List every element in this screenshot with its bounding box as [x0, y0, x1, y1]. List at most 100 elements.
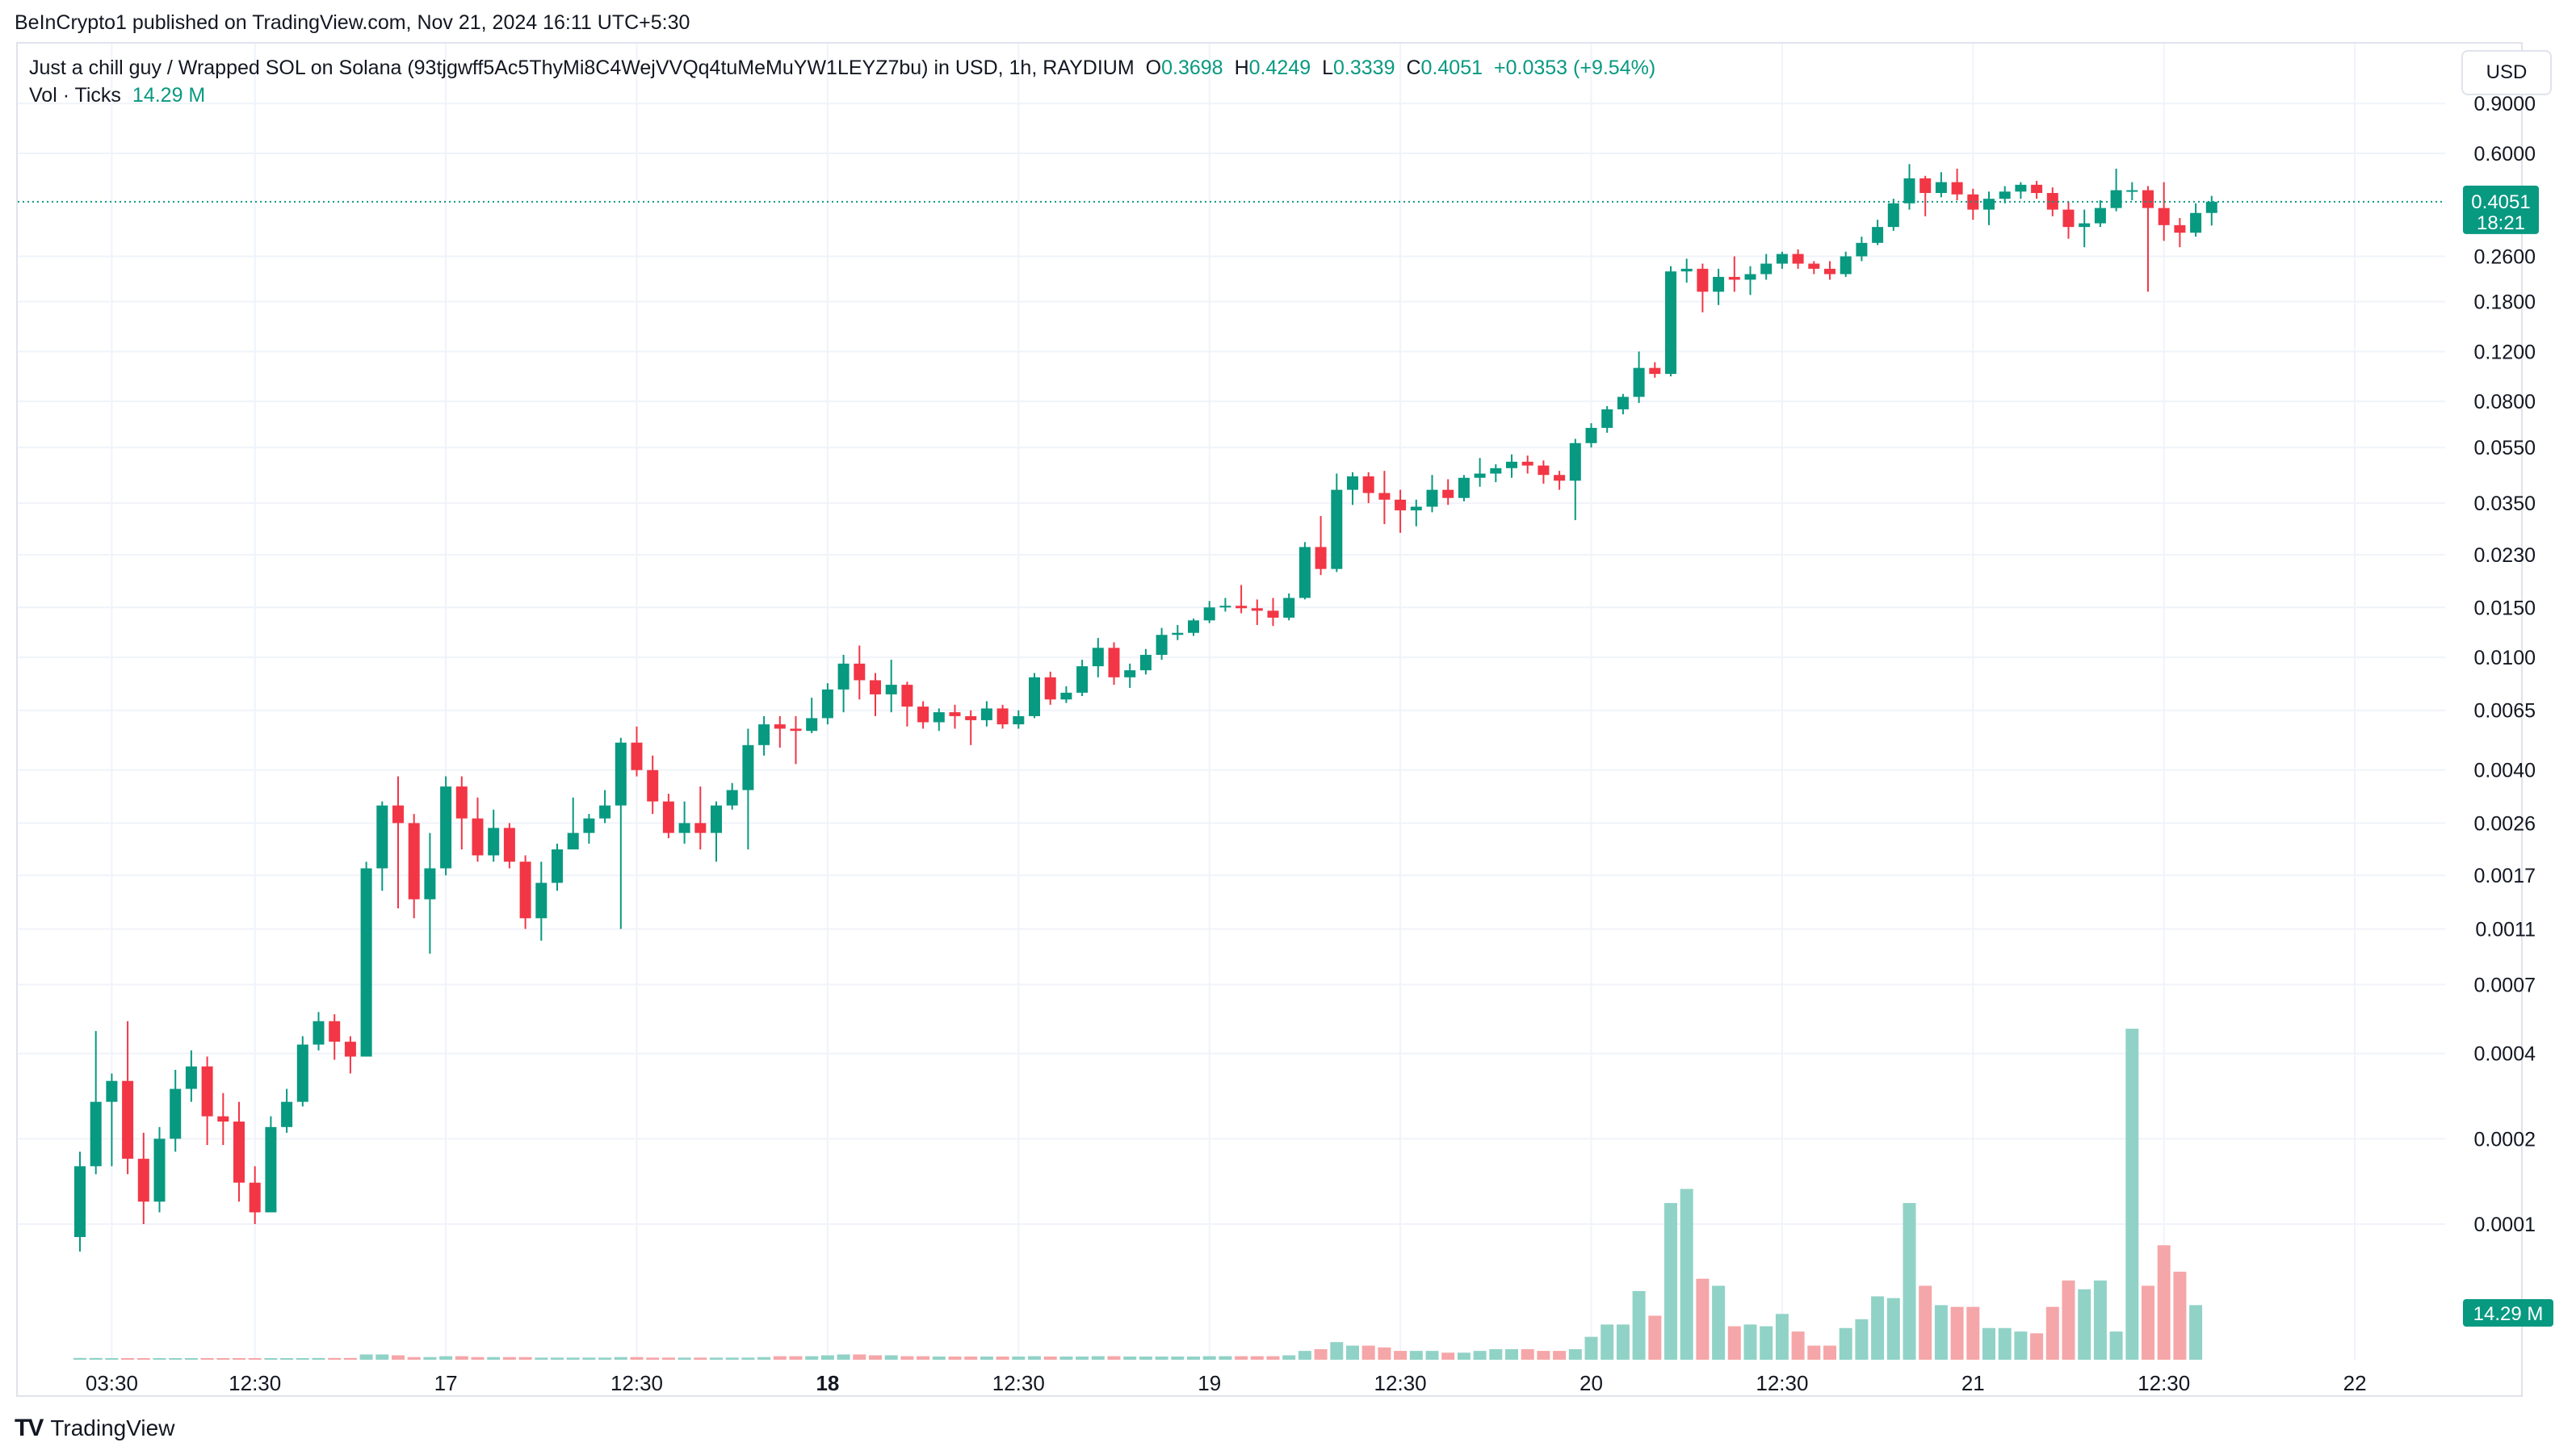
- volume-bar: [2062, 1280, 2075, 1360]
- volume-bar: [1378, 1347, 1391, 1360]
- y-tick-label: 0.0800: [2474, 391, 2536, 413]
- candle-body: [2031, 184, 2043, 194]
- published-caption: BeInCrypto1 published on TradingView.com…: [15, 11, 690, 34]
- volume-bar: [1330, 1342, 1344, 1360]
- y-tick-label: 0.0230: [2474, 544, 2536, 567]
- candle-body: [1856, 242, 1868, 257]
- volume-bar: [1743, 1324, 1757, 1360]
- candle-body: [360, 868, 372, 1057]
- volume-bar: [2078, 1289, 2091, 1360]
- candles: [74, 164, 2217, 1252]
- volume-bar: [2142, 1285, 2154, 1360]
- candle-body: [233, 1122, 245, 1183]
- y-tick-label: 0.0026: [2474, 812, 2536, 835]
- x-tick-label: 20: [1580, 1371, 1603, 1395]
- volume-bar: [200, 1358, 214, 1360]
- tradingview-footer[interactable]: TV TradingView: [15, 1415, 174, 1442]
- candle-body: [1013, 715, 1025, 725]
- volume-bar: [1568, 1348, 1582, 1360]
- candle-body: [1872, 227, 1884, 243]
- volume-bar: [980, 1356, 993, 1360]
- candle-body: [1490, 468, 1502, 474]
- volume-bar: [1076, 1356, 1089, 1360]
- volume-bar: [2030, 1333, 2044, 1360]
- candle-body: [122, 1080, 134, 1159]
- candle-body: [1060, 692, 1072, 700]
- volume-bar: [375, 1354, 389, 1360]
- candle-body: [2110, 190, 2122, 208]
- y-tick-label: 0.0004: [2474, 1043, 2536, 1066]
- candle-body: [217, 1116, 229, 1122]
- candle-body: [281, 1101, 293, 1127]
- volume-bar: [169, 1358, 183, 1360]
- volume-bar: [1760, 1326, 1773, 1360]
- volume-bar: [153, 1358, 166, 1360]
- volume-bar: [2189, 1305, 2203, 1360]
- candle-body: [980, 708, 992, 720]
- candle-body: [1203, 607, 1215, 621]
- candle-body: [965, 715, 977, 720]
- volume-bar: [535, 1357, 548, 1360]
- volume-bar: [1235, 1356, 1248, 1360]
- volume-bar: [853, 1354, 866, 1360]
- volume-bar: [487, 1356, 501, 1360]
- candle-body: [647, 769, 659, 802]
- candle-body: [535, 883, 548, 919]
- candle-body: [1188, 620, 1199, 633]
- candle-body: [806, 718, 818, 732]
- volume-bar: [1919, 1285, 1932, 1360]
- candle-body: [726, 790, 738, 806]
- candle-body: [742, 744, 754, 790]
- volume-bar: [884, 1355, 898, 1360]
- candle-body: [678, 823, 690, 833]
- candle-body: [1124, 670, 1136, 677]
- volume-bar: [1823, 1345, 1836, 1360]
- volume-bar: [1155, 1356, 1168, 1360]
- volume-bar: [566, 1357, 580, 1360]
- candle-body: [1362, 476, 1374, 493]
- volume-bar: [280, 1358, 294, 1360]
- volume-bar: [2045, 1306, 2059, 1360]
- candle-body: [837, 663, 850, 690]
- price-axis: 0.9000 0.6000 0.2600 0.1800 0.1200 0.0800 0.05…: [2474, 93, 2536, 1236]
- candle-body: [1585, 427, 1597, 443]
- candle-body: [1442, 489, 1454, 498]
- candle-body: [1792, 254, 1804, 264]
- candle-body: [1426, 489, 1438, 507]
- volume-bar: [1871, 1296, 1885, 1360]
- x-tick-label: 12:30: [610, 1371, 663, 1395]
- chart-panel[interactable]: [16, 42, 2523, 1397]
- change-value: +0.0353 (+9.54%): [1494, 57, 1656, 79]
- volume-bar: [1839, 1327, 1852, 1360]
- volume-bar: [948, 1356, 962, 1360]
- volume-bar: [1361, 1345, 1375, 1360]
- volume-bar: [614, 1356, 627, 1360]
- volume-bar: [518, 1356, 532, 1360]
- y-tick-label: 0.0002: [2474, 1128, 2536, 1151]
- candle-body: [74, 1166, 86, 1238]
- candle-body: [2205, 201, 2217, 213]
- volume-bar: [1346, 1345, 1359, 1360]
- volume-bar: [757, 1356, 771, 1360]
- candle-body: [1029, 677, 1040, 716]
- x-tick-label: 12:30: [229, 1371, 281, 1395]
- volume-bar: [343, 1357, 357, 1360]
- candle-body: [933, 712, 945, 723]
- currency-button[interactable]: USD: [2461, 50, 2552, 95]
- volume-bar: [1298, 1351, 1311, 1360]
- candle-body: [1919, 178, 1932, 194]
- candle-body: [1108, 648, 1120, 677]
- y-tick-label: 0.0065: [2474, 700, 2536, 723]
- volume-bar: [1394, 1351, 1408, 1360]
- y-tick-label: 0.0150: [2474, 597, 2536, 619]
- x-tick-label: 18: [816, 1371, 839, 1395]
- y-tick-label: 0.2600: [2474, 245, 2536, 268]
- candle-body: [90, 1101, 102, 1167]
- candle-body: [265, 1126, 277, 1213]
- volume-value: 14.29 M: [132, 84, 206, 107]
- volume-bar: [1266, 1356, 1280, 1360]
- volume-bar: [1584, 1336, 1598, 1360]
- volume-bar: [1028, 1356, 1041, 1360]
- volume-bar: [1123, 1356, 1137, 1360]
